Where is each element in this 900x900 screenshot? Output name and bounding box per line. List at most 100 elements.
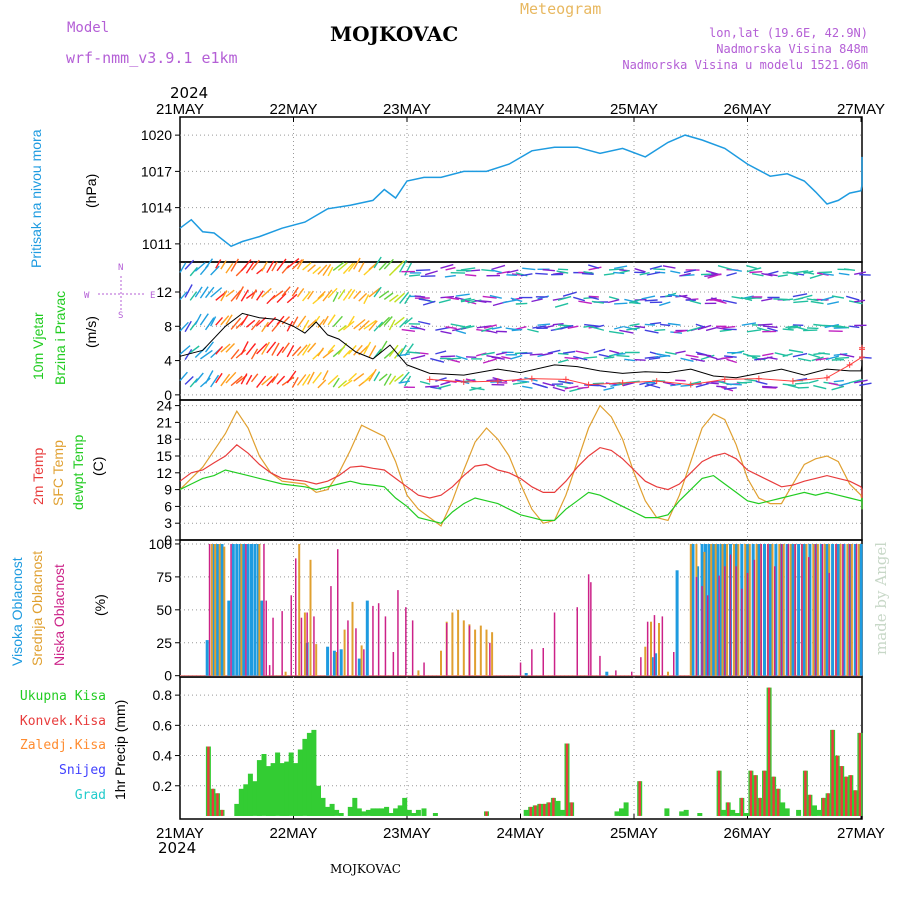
wind-barb (436, 384, 451, 390)
wind-barb (854, 271, 867, 276)
wind-barb (481, 327, 494, 333)
cloud-bar (646, 621, 649, 676)
wind-barb (194, 261, 206, 272)
precip-conv-bar (831, 729, 834, 816)
wind-barb (665, 351, 677, 355)
wind-barb (179, 291, 188, 301)
wind-barb (307, 319, 317, 329)
wind-barb (332, 291, 339, 302)
cloud-bar (661, 616, 664, 676)
wind-barb (204, 258, 214, 269)
wind-barb (469, 386, 482, 391)
precip-total-bar (238, 788, 244, 816)
wind-barb (624, 298, 639, 304)
cloud-bar (446, 623, 448, 676)
wind-barb (465, 274, 477, 277)
wind-barb (486, 329, 498, 334)
wind-barb (603, 386, 615, 391)
wind-barb (189, 266, 198, 277)
cloud-bar (300, 617, 303, 676)
wind-barb (398, 380, 410, 384)
credit-label: made by Angel (872, 542, 890, 655)
x-tick-label-top: 27MAY (837, 101, 885, 118)
y-tick-label: 4 (164, 353, 172, 369)
wind-barb (634, 267, 646, 273)
wind-barb (407, 351, 421, 354)
wind-barb (556, 384, 569, 389)
wind-barb (296, 287, 305, 298)
wind-barb (827, 301, 840, 305)
temp-sfc-line (179, 404, 863, 527)
precip-conv-bar (211, 788, 215, 816)
cloud-bar (839, 544, 842, 676)
cloud-bar (223, 546, 226, 676)
wind-barb (445, 296, 460, 301)
wind-barb (465, 356, 477, 358)
cloud-bar (805, 544, 808, 676)
cloud-bar (363, 649, 365, 676)
precip-unit: 1hr Precip (mm) (112, 700, 128, 800)
wind-barb (210, 265, 220, 276)
wind-barb (686, 326, 702, 332)
wind-barb (373, 256, 382, 269)
wind-barb (383, 292, 394, 300)
wind-barb (401, 328, 416, 333)
cloud-bar (823, 544, 826, 676)
wind-barb (425, 385, 440, 388)
wind-barb (573, 355, 588, 361)
wind-barb (358, 262, 365, 273)
wind-barb (307, 290, 314, 300)
wind-gust-marker (460, 379, 467, 385)
wind-barb (660, 323, 671, 327)
wind-barb (337, 289, 346, 300)
cloud-bar (457, 609, 460, 676)
cloud-bar (755, 544, 758, 676)
wind-barb (440, 355, 456, 358)
precip-total-bar (297, 749, 303, 816)
x-tick-label-top: 25MAY (610, 101, 658, 118)
cloud-bar (235, 544, 239, 676)
cloud-high-label: Visoka Oblacnost (9, 557, 25, 666)
wind-barb (194, 372, 204, 384)
wind-barb (424, 270, 438, 276)
wind-barb (721, 356, 734, 360)
wind-barb (833, 379, 844, 383)
wind-barb (210, 374, 220, 388)
wind-barb (774, 352, 788, 357)
wind-barb (179, 371, 188, 382)
cloud-bar (347, 620, 349, 676)
wind-barb (745, 297, 758, 300)
cloud-bar (489, 642, 491, 676)
wind-barb (739, 381, 753, 384)
wind-barb (848, 378, 863, 384)
cloud-bar (227, 600, 231, 676)
wind-barb (675, 379, 686, 382)
y-tick-label: 18 (156, 431, 172, 447)
wind-barb (510, 297, 523, 303)
wind-barb (337, 342, 348, 355)
wind-barb (327, 287, 338, 299)
wind-barb (317, 318, 325, 329)
wind-gust-marker (755, 375, 762, 382)
wind-barb (373, 286, 382, 298)
wind-barb (793, 297, 804, 301)
wind-barb (480, 300, 492, 303)
wind-gust-marker (585, 381, 592, 388)
cloud-bar (831, 544, 835, 676)
temp-dew-line (179, 469, 863, 524)
precip-total-bar (329, 803, 335, 816)
y-tick-label: 50 (156, 602, 172, 618)
cloud-bar (231, 544, 235, 676)
wind-barb (573, 296, 585, 302)
wind-barb (452, 327, 467, 332)
wind-barb (813, 384, 827, 390)
wind-barb (388, 294, 399, 302)
precip-total-bar (397, 805, 403, 816)
cloud-bar (290, 595, 292, 676)
cloud-bar (365, 600, 369, 676)
wind-barb (317, 264, 328, 275)
wind-gust-marker (859, 346, 865, 353)
precip-total-bar (320, 797, 326, 816)
wind-barb (522, 385, 533, 389)
cloud-bar (417, 670, 420, 676)
